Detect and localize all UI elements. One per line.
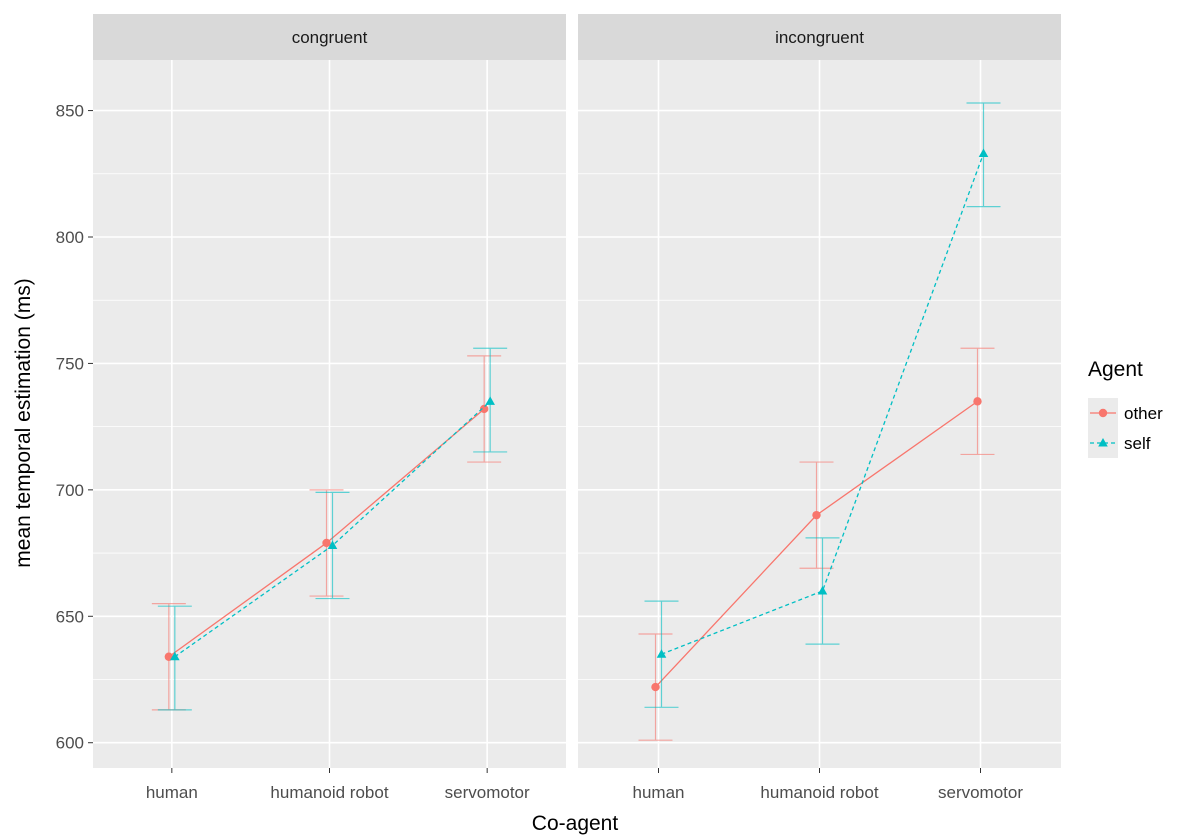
x-tick-label: servomotor <box>938 783 1023 802</box>
legend-key-marker <box>1098 408 1108 418</box>
y-tick-label: 600 <box>56 734 84 753</box>
data-point <box>485 396 495 405</box>
panel-incongruent: incongruent human humanoid robot servomotor <box>578 14 1061 802</box>
x-tick-label: human <box>146 783 198 802</box>
y-axis-title: mean temporal estimation (ms) <box>12 278 35 567</box>
series-self <box>644 102 1001 708</box>
legend-key-marker <box>1098 438 1108 447</box>
data-point <box>812 510 821 520</box>
legend-item-self: self <box>1088 428 1151 458</box>
x-tick-label: servomotor <box>445 783 530 802</box>
legend: Agent other self <box>1088 358 1163 458</box>
series-self <box>157 347 508 711</box>
legend-label: self <box>1124 434 1151 453</box>
x-axis-title: Co-agent <box>532 812 619 835</box>
x-tick-label: human <box>633 783 685 802</box>
data-point <box>656 649 667 658</box>
x-tick-label: humanoid robot <box>270 783 388 802</box>
panel-congruent: congruent human humanoid robot servomotor <box>93 14 566 802</box>
y-tick-label: 700 <box>56 481 84 500</box>
series-other <box>638 347 995 741</box>
y-tick-label: 850 <box>56 102 84 121</box>
data-point <box>651 682 660 692</box>
x-tick-label: humanoid robot <box>760 783 878 802</box>
legend-item-other: other <box>1088 398 1163 428</box>
legend-keys: other self <box>1088 398 1163 458</box>
legend-label: other <box>1124 404 1163 423</box>
data-point <box>322 538 331 548</box>
y-tick-label: 650 <box>56 607 84 626</box>
y-axis: 600 650 700 750 800 850 <box>56 102 93 753</box>
data-point <box>817 586 828 595</box>
data-point <box>170 651 180 661</box>
data-point <box>479 404 489 414</box>
series-line <box>661 153 985 655</box>
y-tick-label: 800 <box>56 228 84 247</box>
data-point <box>978 148 989 158</box>
y-tick-label: 750 <box>56 354 84 373</box>
data-point <box>327 540 338 549</box>
facet-strip <box>93 14 566 60</box>
facet-strip-label: congruent <box>292 28 368 47</box>
facet-strip-label: incongruent <box>775 28 864 47</box>
facet-strip <box>578 14 1061 60</box>
legend-title: Agent <box>1088 358 1143 381</box>
data-point <box>973 397 982 406</box>
